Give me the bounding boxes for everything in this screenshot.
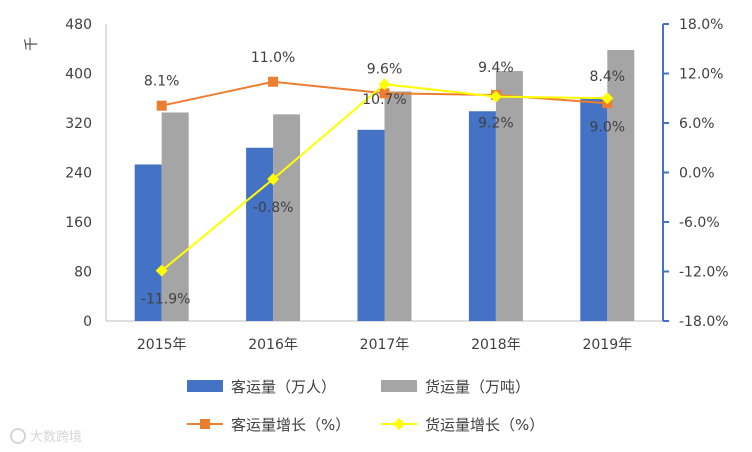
y-right-tick-label: 0.0% [679, 166, 715, 182]
bar-passenger [580, 97, 608, 321]
data-label-freight-growth: 9.2% [478, 116, 514, 132]
point-freight-growth [378, 78, 391, 91]
data-label-freight-growth: 9.0% [590, 119, 626, 135]
y-right-tick-label: -18.0% [679, 314, 729, 330]
watermark-logo-icon [10, 428, 26, 444]
bar-freight [161, 112, 189, 321]
y-right-tick-label: 18.0% [679, 17, 723, 33]
y-right-tick-label: 12.0% [679, 67, 723, 83]
x-tick-label: 2016年 [248, 337, 298, 353]
bar-freight [273, 114, 301, 322]
legend-swatch [381, 380, 417, 392]
point-passenger-growth [156, 100, 167, 111]
y-left-tick-label: 80 [74, 265, 92, 281]
bar-passenger [468, 111, 496, 322]
point-freight-growth [601, 92, 614, 105]
data-label-passenger-growth: 9.4% [478, 60, 514, 76]
y-left-tick-label: 400 [65, 67, 92, 83]
x-tick-label: 2018年 [471, 337, 521, 353]
data-label-passenger-growth: 8.4% [590, 69, 626, 85]
data-label-passenger-growth: 9.6% [367, 61, 403, 77]
point-passenger-growth [268, 76, 279, 87]
y-left-tick-label: 160 [65, 215, 92, 231]
bar-freight [495, 71, 523, 322]
bar-freight [384, 91, 412, 321]
data-label-freight-growth: -0.8% [253, 200, 294, 216]
y-left-tick-label: 240 [65, 166, 92, 182]
y-right-tick-label: -6.0% [679, 215, 720, 231]
bar-passenger [134, 164, 162, 321]
y-left-tick-label: 320 [65, 116, 92, 132]
legend-label: 客运量增长（%） [231, 416, 350, 434]
legend-label: 客运量（万人） [231, 378, 336, 396]
point-freight-growth [155, 264, 168, 277]
x-tick-label: 2017年 [360, 337, 410, 353]
point-freight-growth [267, 173, 280, 186]
point-freight-growth [489, 90, 502, 103]
point-passenger-growth [379, 88, 390, 99]
y-left-tick-label: 0 [83, 314, 92, 330]
y-right-tick-label: 6.0% [679, 116, 715, 132]
legend-marker [393, 418, 405, 430]
x-tick-label: 2015年 [137, 337, 187, 353]
legend-label: 货运量增长（%） [425, 416, 544, 434]
legend-swatch [187, 380, 223, 392]
data-label-freight-growth: 10.7% [362, 92, 406, 108]
bar-passenger [357, 129, 385, 321]
bar-freight [607, 49, 635, 322]
watermark-text: 大数跨境 [30, 430, 82, 445]
y-left-tick-label: 480 [65, 17, 92, 33]
y-axis-title: 千 [24, 37, 40, 51]
y-right-tick-label: -12.0% [679, 265, 729, 281]
data-label-passenger-growth: 8.1% [144, 74, 180, 90]
bar-passenger [246, 147, 274, 321]
data-label-passenger-growth: 11.0% [251, 50, 295, 66]
data-label-freight-growth: -11.9% [141, 292, 191, 308]
legend-marker [200, 419, 210, 429]
legend-label: 货运量（万吨） [425, 378, 530, 396]
x-tick-label: 2019年 [582, 337, 632, 353]
